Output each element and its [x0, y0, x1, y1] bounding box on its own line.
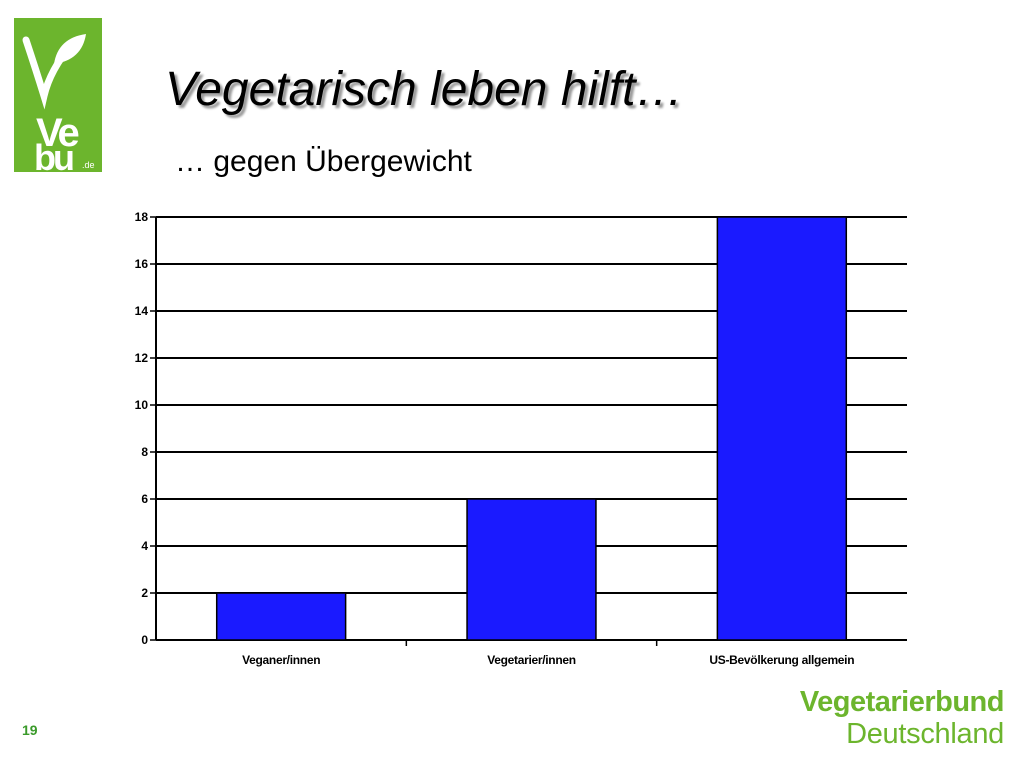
x-category-label: Vegetarier/innen — [487, 653, 576, 667]
page-number: 19 — [22, 722, 38, 738]
svg-text:bu: bu — [34, 137, 73, 172]
y-tick-label: 14 — [135, 304, 149, 318]
y-tick-label: 4 — [141, 539, 148, 553]
y-tick-label: 10 — [135, 398, 149, 412]
x-category-label: US-Bevölkerung allgemein — [709, 653, 854, 667]
slide-title: Vegetarisch leben hilft… — [165, 63, 684, 116]
x-category-label: Veganer/innen — [242, 653, 320, 667]
vebu-logo-mark: Ve bu .de — [22, 34, 95, 172]
svg-text:Ve: Ve — [36, 111, 78, 155]
y-tick-label: 8 — [141, 445, 148, 459]
bar — [466, 498, 597, 641]
y-tick-label: 18 — [135, 210, 149, 224]
y-tick-label: 16 — [135, 257, 149, 271]
bar — [716, 216, 848, 641]
y-tick-label: 0 — [141, 633, 148, 647]
vebu-logo: Ve bu .de — [14, 18, 102, 172]
brand-name: Vegetarierbund Deutschland — [799, 686, 1005, 750]
svg-text:.de: .de — [82, 160, 95, 170]
brand-line-1: Vegetarierbund — [799, 686, 1005, 718]
y-tick-label: 2 — [141, 586, 148, 600]
y-tick-label: 12 — [135, 351, 149, 365]
brand-line-2: Deutschland — [846, 718, 1004, 750]
bar — [215, 592, 347, 641]
slide-subtitle: … gegen Übergewicht — [175, 145, 472, 178]
y-tick-label: 6 — [141, 492, 148, 506]
